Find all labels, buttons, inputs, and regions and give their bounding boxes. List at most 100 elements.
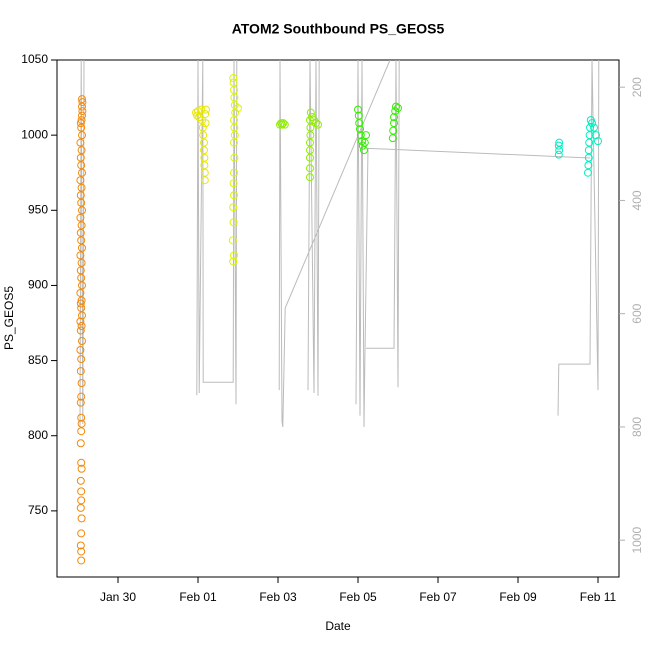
point — [78, 95, 86, 104]
point — [306, 131, 315, 140]
point — [78, 111, 86, 120]
x-tick-label: Feb 05 — [339, 590, 377, 604]
point — [198, 123, 207, 132]
point — [362, 131, 370, 140]
plot-area — [76, 60, 602, 565]
point — [354, 105, 362, 114]
point — [200, 146, 208, 155]
y-tick-label: 950 — [28, 202, 48, 216]
point — [234, 104, 242, 113]
point — [554, 150, 563, 159]
point — [278, 120, 286, 129]
point — [76, 266, 85, 275]
point — [200, 168, 209, 177]
point — [76, 251, 85, 260]
point — [360, 138, 369, 147]
point — [585, 138, 594, 147]
point — [76, 119, 85, 128]
point — [389, 126, 398, 135]
point — [76, 326, 85, 335]
point — [590, 123, 598, 132]
point — [76, 367, 85, 376]
point — [77, 556, 86, 565]
point — [277, 119, 286, 128]
y-tick-label: 1050 — [21, 52, 48, 66]
point — [230, 131, 239, 140]
point — [76, 153, 85, 162]
point — [584, 161, 593, 170]
point — [201, 119, 210, 128]
point — [230, 191, 238, 200]
point — [388, 134, 397, 143]
point — [77, 529, 86, 538]
plot-frame — [56, 59, 620, 578]
y-tick-label: 750 — [28, 503, 48, 517]
point — [77, 514, 86, 523]
point — [306, 123, 315, 132]
point — [76, 503, 85, 512]
y-tick-label: 900 — [28, 278, 48, 292]
chart-title: ATOM2 Southbound PS_GEOS5 — [232, 21, 445, 37]
point — [77, 487, 86, 496]
point — [584, 168, 592, 177]
point — [78, 131, 86, 140]
point — [200, 153, 209, 162]
point — [229, 74, 238, 83]
point — [360, 146, 368, 155]
point — [312, 119, 320, 128]
y-axis-label: PS_GEOS5 — [2, 286, 16, 350]
point — [197, 105, 206, 114]
point — [584, 146, 593, 155]
point — [230, 86, 238, 95]
point — [585, 131, 594, 140]
point — [78, 281, 86, 290]
point — [78, 107, 87, 116]
point — [78, 102, 86, 111]
x-tick-label: Feb 01 — [179, 590, 217, 604]
y2-tick-label: 800 — [630, 417, 644, 437]
point — [230, 123, 239, 132]
point — [306, 173, 314, 182]
point — [394, 104, 402, 113]
point — [554, 141, 563, 150]
point — [229, 203, 238, 212]
y2-tick-label: 600 — [630, 303, 644, 323]
point — [230, 138, 238, 147]
point — [306, 138, 314, 147]
point — [228, 236, 237, 245]
point — [76, 176, 85, 185]
point — [76, 541, 85, 550]
point — [230, 93, 239, 102]
point — [76, 398, 85, 407]
x-tick-label: Feb 11 — [580, 590, 617, 604]
point — [230, 168, 238, 177]
point — [77, 496, 86, 505]
point — [78, 243, 86, 252]
x-tick-label: Feb 09 — [499, 590, 537, 604]
y2-tick-label: 200 — [630, 77, 644, 97]
point — [229, 218, 238, 227]
point — [77, 303, 86, 312]
point — [77, 427, 86, 436]
x-tick-label: Feb 03 — [259, 590, 297, 604]
point — [555, 138, 564, 147]
point — [200, 138, 208, 147]
point — [77, 379, 86, 388]
point — [193, 111, 202, 120]
y-tick-label: 850 — [28, 353, 48, 367]
point — [588, 119, 596, 128]
point — [77, 236, 86, 245]
point — [78, 206, 86, 215]
point — [76, 191, 85, 200]
point — [230, 251, 238, 260]
point — [77, 458, 86, 467]
point — [201, 110, 210, 119]
point — [306, 153, 314, 162]
point — [77, 322, 86, 331]
point — [229, 179, 238, 188]
point — [200, 161, 209, 170]
point — [555, 146, 564, 155]
y-tick-label: 1000 — [21, 127, 48, 141]
point — [594, 137, 602, 146]
point — [306, 108, 315, 117]
